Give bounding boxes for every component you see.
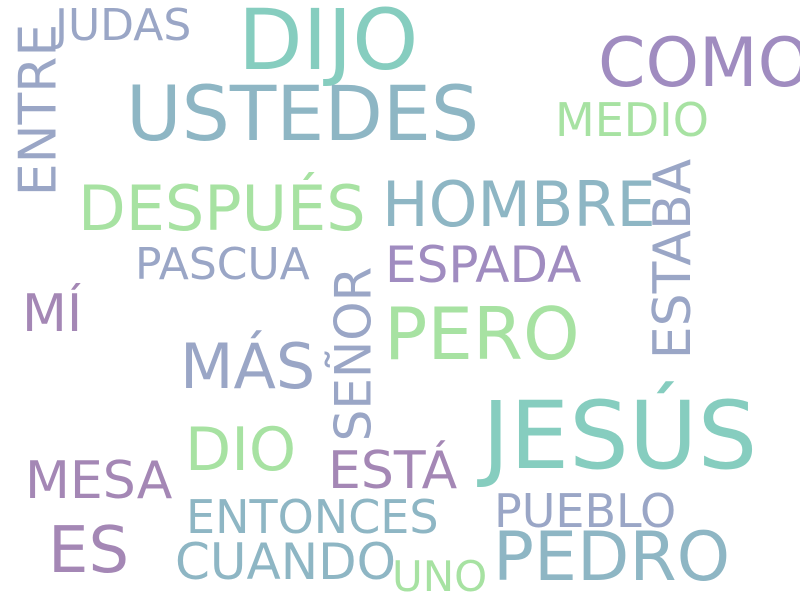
word-ustedes: USTEDES [126,69,480,158]
word-mesa: MESA [25,451,173,511]
word-despues: DESPUÉS [78,172,366,245]
word-esta: ESTÁ [328,441,458,501]
word-espada: ESPADA [385,236,582,294]
word-es: ES [48,514,130,588]
word-judas: JUDAS [55,0,192,51]
word-medio: MEDIO [555,93,709,147]
word-entre: ENTRE [8,23,69,197]
word-jesus: JESÚS [482,382,758,491]
word-pedro: PEDRO [493,518,731,597]
word-pero: PERO [384,292,580,376]
word-cuando: CUANDO [175,533,396,591]
word-dio: DIO [185,415,297,485]
word-hombre: HOMBRE [382,168,656,241]
word-entonces: ENTONCES [186,490,439,544]
word-como: COMO [598,24,800,103]
word-mi: MÍ [22,284,83,344]
word-pascua: PASCUA [135,239,310,290]
word-dijo: DIJO [238,0,419,89]
word-estaba: ESTABA [643,158,704,360]
word-pueblo: PUEBLO [494,484,677,538]
word-senor: SEÑOR [324,266,383,442]
word-mas: MÁS [180,330,316,403]
word-uno: UNO [392,552,488,600]
